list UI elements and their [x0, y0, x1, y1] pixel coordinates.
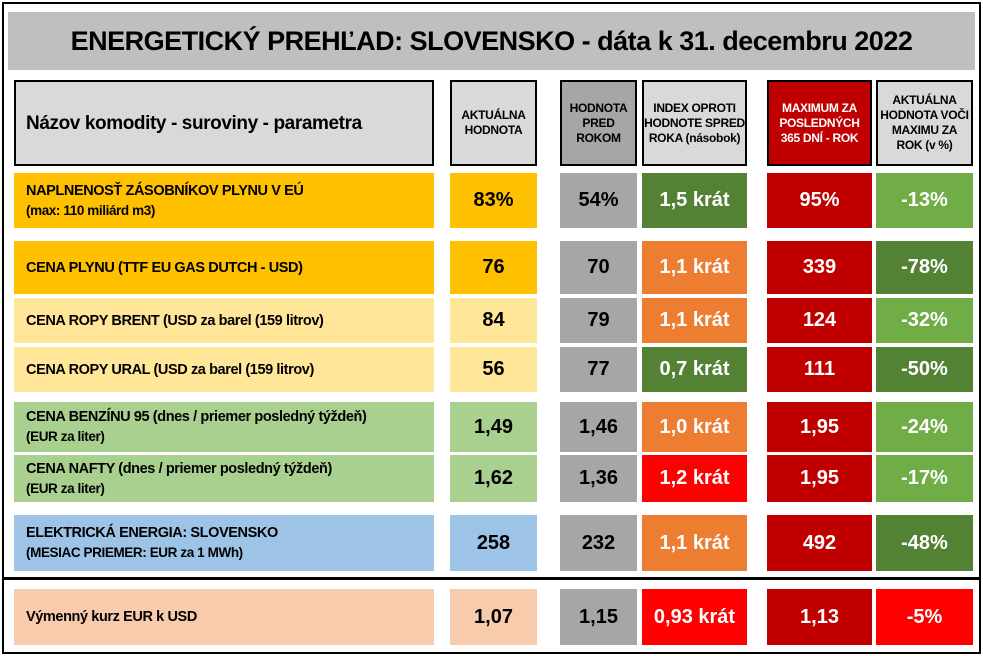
previous-value-cell: 54% — [560, 173, 637, 228]
current-value-cell: 1,62 — [450, 455, 537, 502]
commodity-unit: (max: 110 miliárd m3) — [26, 202, 155, 218]
index-cell: 1,0 krát — [642, 402, 747, 452]
header-year-maximum: MAXIMUM ZA POSLEDNÝCH 365 DNÍ - ROK — [767, 80, 872, 166]
vs-max-cell: -50% — [876, 347, 973, 392]
commodity-name: CENA BENZÍNU 95 (dnes / priemer posledný… — [26, 409, 367, 425]
current-value-cell: 1,49 — [450, 402, 537, 452]
header-previous-year-value: HODNOTA PRED ROKOM — [560, 80, 637, 166]
vs-max-cell: -48% — [876, 515, 973, 571]
commodity-unit: (MESIAC PRIEMER: EUR za 1 MWh) — [26, 545, 243, 560]
current-value-cell: 84 — [450, 298, 537, 343]
row-name-cell: CENA NAFTY (dnes / priemer posledný týžd… — [14, 455, 434, 502]
commodity-name: ELEKTRICKÁ ENERGIA: SLOVENSKO — [26, 525, 278, 541]
previous-value-cell: 232 — [560, 515, 637, 571]
previous-value-cell: 77 — [560, 347, 637, 392]
max-value-cell: 111 — [767, 347, 872, 392]
header-current-value: AKTUÁLNA HODNOTA — [450, 80, 537, 166]
section-divider — [2, 577, 981, 580]
previous-value-cell: 1,46 — [560, 402, 637, 452]
row-name-cell: CENA ROPY URAL (USD za barel (159 litrov… — [14, 347, 434, 392]
index-cell: 1,1 krát — [642, 515, 747, 571]
current-value-cell: 83% — [450, 173, 537, 228]
vs-max-cell: -78% — [876, 241, 973, 294]
row-name-cell: CENA BENZÍNU 95 (dnes / priemer posledný… — [14, 402, 434, 452]
row-name-cell: ELEKTRICKÁ ENERGIA: SLOVENSKO (MESIAC PRI… — [14, 515, 434, 571]
commodity-name: CENA ROPY URAL (USD za barel (159 litrov… — [26, 361, 314, 378]
commodity-name: CENA ROPY BRENT (USD za barel (159 litro… — [26, 312, 324, 329]
vs-max-cell: -5% — [876, 589, 973, 645]
commodity-unit: (EUR za liter) — [26, 480, 105, 496]
max-value-cell: 1,13 — [767, 589, 872, 645]
previous-value-cell: 1,15 — [560, 589, 637, 645]
page-title: ENERGETICKÝ PREHĽAD: SLOVENSKO - dáta k … — [8, 12, 975, 70]
current-value-cell: 56 — [450, 347, 537, 392]
vs-max-cell: -17% — [876, 455, 973, 502]
current-value-cell: 76 — [450, 241, 537, 294]
index-cell: 1,5 krát — [642, 173, 747, 228]
commodity-unit: (EUR za liter) — [26, 429, 105, 444]
max-value-cell: 95% — [767, 173, 872, 228]
current-value-cell: 1,07 — [450, 589, 537, 645]
max-value-cell: 1,95 — [767, 402, 872, 452]
index-cell: 0,93 krát — [642, 589, 747, 645]
previous-value-cell: 70 — [560, 241, 637, 294]
vs-max-cell: -24% — [876, 402, 973, 452]
index-cell: 1,1 krát — [642, 241, 747, 294]
max-value-cell: 339 — [767, 241, 872, 294]
header-commodity-name: Názov komodity - suroviny - parametra — [14, 80, 434, 166]
previous-value-cell: 1,36 — [560, 455, 637, 502]
row-name-cell: CENA ROPY BRENT (USD za barel (159 litro… — [14, 298, 434, 343]
commodity-name: NAPLNENOSŤ ZÁSOBNÍKOV PLYNU V EÚ — [26, 182, 304, 199]
header-vs-maximum: AKTUÁLNA HODNOTA VOČI MAXIMU ZA ROK (v %… — [876, 80, 973, 166]
row-name-cell: Výmenný kurz EUR k USD — [14, 589, 434, 645]
row-name-cell: NAPLNENOSŤ ZÁSOBNÍKOV PLYNU V EÚ (max: 11… — [14, 173, 434, 228]
vs-max-cell: -32% — [876, 298, 973, 343]
commodity-name: CENA PLYNU (TTF EU GAS DUTCH - USD) — [26, 259, 303, 276]
max-value-cell: 1,95 — [767, 455, 872, 502]
vs-max-cell: -13% — [876, 173, 973, 228]
current-value-cell: 258 — [450, 515, 537, 571]
previous-value-cell: 79 — [560, 298, 637, 343]
commodity-name: CENA NAFTY (dnes / priemer posledný týžd… — [26, 460, 332, 477]
index-cell: 0,7 krát — [642, 347, 747, 392]
row-name-cell: CENA PLYNU (TTF EU GAS DUTCH - USD) — [14, 241, 434, 294]
index-cell: 1,1 krát — [642, 298, 747, 343]
max-value-cell: 124 — [767, 298, 872, 343]
commodity-name: Výmenný kurz EUR k USD — [26, 609, 197, 625]
max-value-cell: 492 — [767, 515, 872, 571]
header-year-index: INDEX OPROTI HODNOTE SPRED ROKA (násobok… — [642, 80, 747, 166]
index-cell: 1,2 krát — [642, 455, 747, 502]
